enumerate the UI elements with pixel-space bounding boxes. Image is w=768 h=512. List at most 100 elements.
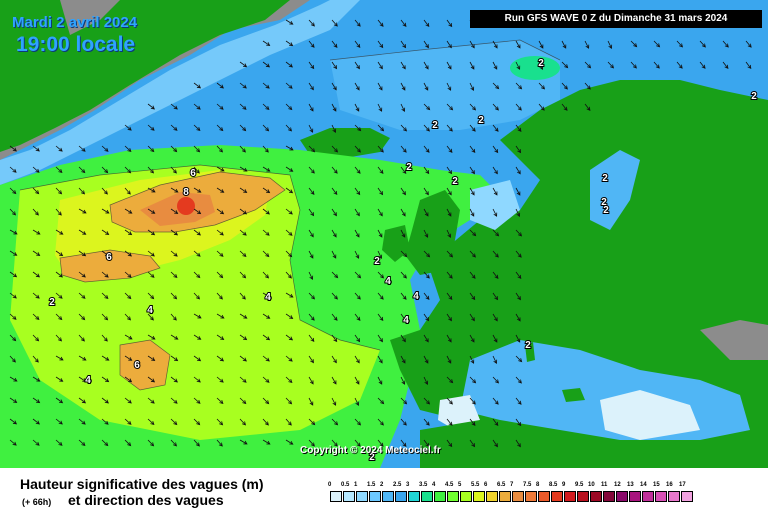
direction-arrow [147, 376, 156, 383]
direction-arrow [492, 40, 498, 49]
scale-label: 9 [562, 482, 566, 488]
scale-label: 1 [354, 482, 358, 488]
direction-arrow [78, 208, 87, 214]
direction-arrow [124, 355, 133, 361]
direction-arrow [676, 61, 683, 69]
direction-arrow [331, 82, 337, 91]
scale-label: 3.5 [419, 482, 428, 488]
direction-arrow [78, 439, 86, 447]
direction-arrow [331, 19, 338, 27]
scale-swatch [603, 491, 615, 502]
scale-swatch [616, 491, 628, 502]
direction-arrow [492, 355, 498, 364]
scale-label: 4.5 [445, 482, 454, 488]
scale-swatch [590, 491, 602, 502]
direction-arrow [216, 187, 225, 193]
direction-arrow [101, 292, 109, 300]
direction-arrow [331, 61, 338, 70]
direction-arrow [400, 334, 406, 343]
direction-arrow [262, 124, 270, 132]
direction-arrow [9, 271, 18, 278]
scale-swatch [681, 491, 693, 502]
scale-swatch [434, 491, 446, 502]
direction-arrow [170, 145, 178, 153]
direction-arrow [285, 229, 293, 236]
direction-arrow [262, 439, 271, 445]
direction-arrow [446, 187, 452, 196]
scale-swatch [421, 491, 433, 502]
direction-arrow [78, 397, 87, 404]
direction-arrow [147, 313, 154, 321]
direction-arrow [354, 103, 360, 112]
direction-arrow [285, 250, 293, 258]
scale-swatch [447, 491, 459, 502]
direction-arrow [193, 292, 201, 300]
direction-arrow [124, 397, 132, 404]
direction-arrow [492, 334, 498, 343]
direction-arrow [32, 187, 40, 195]
direction-arrow [331, 439, 338, 447]
direction-arrow [32, 250, 41, 256]
direction-arrow [285, 439, 294, 445]
direction-arrow [308, 103, 314, 112]
direction-arrow [239, 397, 247, 405]
direction-arrow [216, 103, 224, 110]
direction-arrow [285, 397, 293, 405]
direction-arrow [239, 124, 247, 132]
direction-arrow [147, 103, 155, 110]
scale-label: 7 [510, 482, 514, 488]
direction-arrow [423, 397, 431, 405]
forecast-date: Mardi 2 avril 2024 [12, 14, 138, 31]
direction-arrow [308, 334, 315, 343]
direction-arrow [124, 187, 131, 195]
direction-arrow [699, 40, 706, 48]
direction-arrow [400, 313, 407, 322]
direction-arrow [400, 250, 408, 258]
direction-arrow [308, 355, 314, 364]
direction-arrow [584, 40, 590, 49]
contour-label: 6 [106, 252, 112, 263]
direction-arrow [32, 418, 40, 425]
direction-arrow [469, 334, 475, 343]
scale-label: 0.5 [341, 482, 350, 488]
direction-arrow [515, 187, 521, 196]
direction-arrow [9, 334, 17, 342]
direction-arrow [515, 166, 521, 175]
direction-arrow [400, 187, 406, 196]
direction-arrow [469, 61, 475, 70]
direction-arrow [469, 418, 476, 426]
direction-arrow [469, 166, 475, 175]
direction-arrow [699, 61, 706, 69]
scale-swatch [655, 491, 667, 502]
direction-arrow [239, 439, 248, 445]
direction-arrow [515, 313, 521, 322]
direction-arrow [285, 355, 293, 362]
direction-arrow [124, 145, 132, 153]
color-scale-labels: 0 0.5 1 1.5 2 2.5 3 3.5 4 4.5 5 5.5 6 6.5 7 7.5 8 8.5 9 9.5… [328, 482, 748, 492]
direction-arrow [400, 397, 408, 405]
direction-arrow [446, 208, 452, 217]
direction-arrow [9, 166, 17, 173]
direction-arrow [9, 418, 18, 425]
direction-arrow [193, 124, 201, 132]
direction-arrow [285, 187, 294, 194]
scale-swatch [538, 491, 550, 502]
direction-arrow [193, 418, 201, 426]
direction-arrow [216, 145, 224, 153]
direction-arrow [377, 61, 383, 70]
direction-arrow [515, 271, 522, 280]
direction-arrow [400, 40, 407, 49]
direction-arrow [239, 376, 247, 383]
direction-arrow [170, 292, 178, 300]
direction-arrow [78, 187, 86, 195]
scale-label: 1.5 [367, 482, 376, 488]
direction-arrow [423, 145, 430, 153]
direction-arrow [262, 418, 269, 426]
direction-arrow [469, 355, 475, 364]
direction-arrow [193, 208, 202, 215]
direction-arrow [423, 124, 430, 132]
direction-arrow [124, 292, 132, 300]
direction-arrow [308, 145, 316, 153]
direction-arrow [147, 208, 156, 214]
direction-arrow [354, 355, 360, 364]
